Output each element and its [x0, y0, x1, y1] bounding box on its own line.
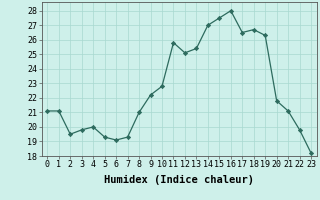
X-axis label: Humidex (Indice chaleur): Humidex (Indice chaleur): [104, 175, 254, 185]
